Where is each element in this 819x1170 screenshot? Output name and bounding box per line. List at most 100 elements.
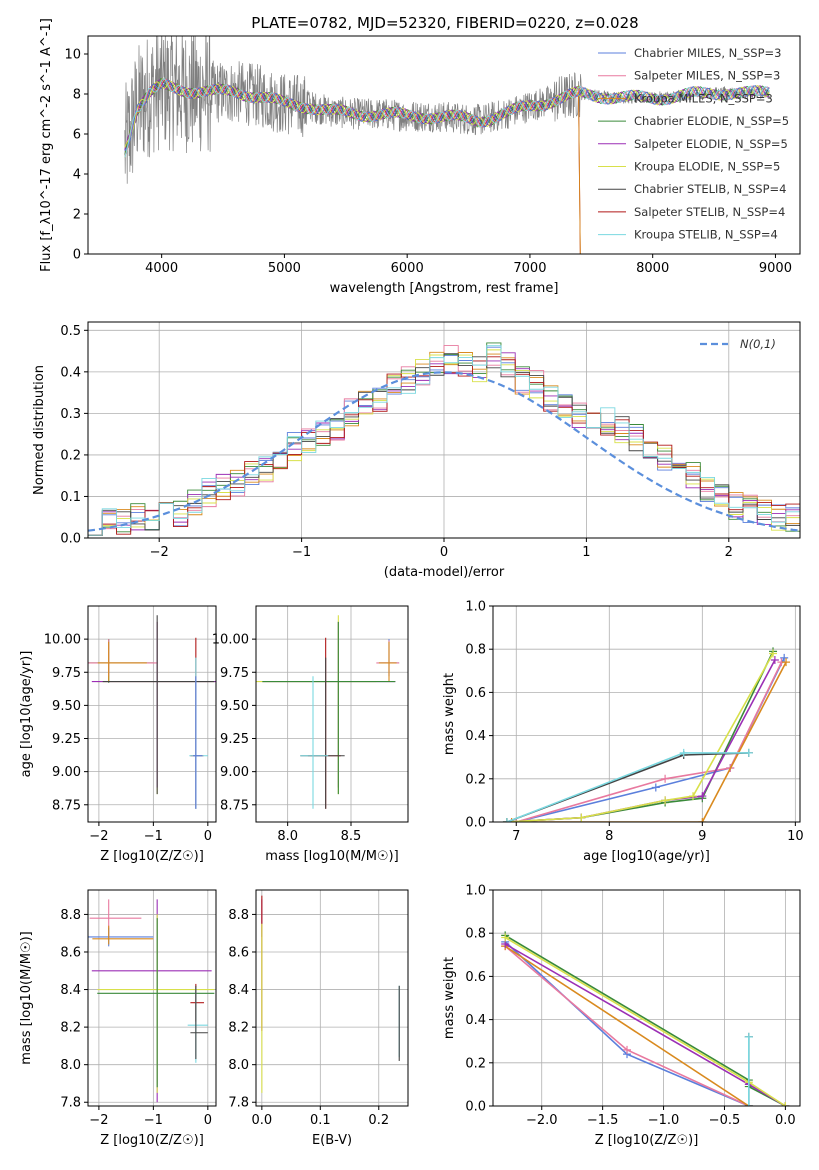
mass-vs-metallicity-panel: −2 −1 0 7.8 8.0 8.2 8.4 8.6 8.8 Z [log10(Z/Z☉)] ma… bbox=[19, 889, 217, 1148]
y-tick-label: 0 bbox=[73, 248, 81, 263]
model-spectrum-line bbox=[124, 78, 770, 254]
x-tick-label: −1 bbox=[144, 1113, 163, 1128]
x-tick-label: 0 bbox=[204, 1113, 212, 1128]
errorbar-plot-area bbox=[88, 899, 215, 1103]
errorbar-plot-area bbox=[88, 615, 216, 809]
y-tick-label: 9.75 bbox=[52, 666, 81, 681]
mass-weight-marker bbox=[577, 813, 586, 822]
y-tick-label: 9.25 bbox=[220, 732, 249, 747]
y-tick-label: 9.00 bbox=[52, 765, 81, 780]
y-tick-label: 8.75 bbox=[52, 798, 81, 813]
y-tick-label: 6 bbox=[73, 128, 81, 143]
y-axis-label: mass [log10(M/M☉)] bbox=[19, 931, 34, 1064]
errorbar-point bbox=[97, 914, 215, 1093]
errorbar-point bbox=[102, 615, 215, 795]
mass-weight-marker bbox=[781, 1102, 790, 1106]
histogram-plot-area bbox=[88, 342, 800, 538]
axes-frame bbox=[492, 889, 801, 1107]
errorbar-point bbox=[189, 657, 208, 809]
x-tick-label: −2 bbox=[150, 545, 169, 560]
x-axis-label: Z [log10(Z/Z☉)] bbox=[100, 849, 204, 864]
y-tick-label: 8.75 bbox=[220, 798, 249, 813]
y-tick-label: 8.0 bbox=[60, 1058, 81, 1073]
errorbar-point bbox=[378, 641, 397, 682]
x-axis-label: Z [log10(Z/Z☉)] bbox=[100, 1133, 204, 1148]
x-axis-label: wavelength [Angstrom, rest frame] bbox=[330, 281, 559, 296]
x-tick-label: 2 bbox=[725, 545, 733, 560]
x-tick-label: 9000 bbox=[759, 261, 792, 276]
axes-frame bbox=[492, 605, 801, 823]
mass-weight-marker bbox=[507, 818, 516, 822]
y-tick-label: 7.8 bbox=[60, 1096, 81, 1111]
legend-label: Chabrier ELODIE, N_SSP=5 bbox=[634, 114, 789, 128]
errorbar-point bbox=[91, 621, 216, 788]
y-tick-label: 0.0 bbox=[465, 1100, 486, 1115]
y-axis-label: mass weight bbox=[442, 957, 457, 1039]
errorbar-point bbox=[97, 918, 215, 1088]
y-tick-label: 0.0 bbox=[465, 816, 486, 831]
mass-weight-line bbox=[516, 661, 783, 822]
errorbar-point bbox=[92, 925, 154, 945]
y-tick-label: 0.4 bbox=[60, 365, 81, 380]
y-tick-label: 0.8 bbox=[465, 643, 486, 658]
x-tick-label: −1 bbox=[292, 545, 311, 560]
y-tick-label: 1.0 bbox=[465, 600, 486, 615]
x-tick-label: 5000 bbox=[268, 261, 301, 276]
mass-weight-line bbox=[506, 659, 776, 822]
legend-label: Chabrier STELIB, N_SSP=4 bbox=[634, 182, 786, 196]
mass-weight-plot-area bbox=[501, 931, 790, 1106]
mass-weight-marker bbox=[661, 774, 670, 783]
spectrum-panel: 4000 5000 6000 7000 8000 9000 0 2 4 6 8 10 wavelengt… bbox=[39, 18, 801, 296]
mass-weight-marker bbox=[502, 818, 511, 822]
y-tick-label: 9.50 bbox=[52, 699, 81, 714]
y-axis-label: Flux [f_λ10^-17 erg cm^-2 s^-1 A^-1] bbox=[39, 18, 54, 272]
mass-weight-marker bbox=[782, 658, 791, 667]
x-tick-label: 10 bbox=[787, 829, 804, 844]
x-tick-label: 0.0 bbox=[775, 1113, 796, 1128]
y-axis-label: mass weight bbox=[442, 673, 457, 755]
errorbar-point bbox=[88, 639, 158, 677]
errorbar-point bbox=[262, 621, 396, 788]
x-tick-label: −2.0 bbox=[526, 1113, 558, 1128]
x-tick-label: 0.2 bbox=[368, 1113, 389, 1128]
mass-weight-marker bbox=[780, 653, 789, 662]
axes-frame bbox=[87, 605, 217, 823]
legend-label: Kroupa STELIB, N_SSP=4 bbox=[634, 228, 778, 242]
mass-weight-marker bbox=[769, 649, 778, 658]
errorbar-point bbox=[262, 621, 396, 795]
x-tick-label: −1 bbox=[144, 829, 163, 844]
y-tick-label: 9.00 bbox=[220, 765, 249, 780]
errorbar-point bbox=[91, 899, 212, 1103]
y-tick-label: 1.0 bbox=[465, 884, 486, 899]
mass-weight-marker bbox=[744, 1102, 753, 1106]
residual-histogram-step bbox=[88, 345, 800, 538]
axes-frame bbox=[87, 889, 217, 1107]
spectrum-plot-area bbox=[124, 36, 770, 254]
y-axis-label: Normed distribution bbox=[32, 365, 47, 495]
x-axis-label: Z [log10(Z/Z☉)] bbox=[595, 1133, 699, 1148]
mass-weight-marker bbox=[651, 783, 660, 792]
x-tick-label: 0 bbox=[204, 829, 212, 844]
y-tick-label: 2 bbox=[73, 208, 81, 223]
model-spectrum-line bbox=[124, 79, 770, 151]
y-tick-label: 0.6 bbox=[465, 970, 486, 985]
y-tick-label: 8.2 bbox=[60, 1021, 81, 1036]
x-axis-label: (data-model)/error bbox=[384, 565, 505, 580]
y-tick-label: 0.0 bbox=[60, 532, 81, 547]
y-tick-label: 9.25 bbox=[52, 732, 81, 747]
y-tick-label: 0.8 bbox=[465, 927, 486, 942]
figure-title: PLATE=0782, MJD=52320, FIBERID=0220, z=0… bbox=[251, 14, 638, 32]
y-tick-label: 8.6 bbox=[60, 945, 81, 960]
errorbar-point bbox=[97, 621, 215, 795]
mass-weight-marker bbox=[501, 933, 510, 942]
axes-frame bbox=[255, 605, 409, 823]
x-tick-label: 0 bbox=[440, 545, 448, 560]
x-axis-label: age [log10(age/yr)] bbox=[583, 849, 710, 864]
x-tick-label: 4000 bbox=[145, 261, 178, 276]
axes-frame bbox=[255, 889, 409, 1107]
age-vs-metallicity-panel: −2 −1 0 8.75 9.00 9.25 9.50 9.75 10.00 Z [log10(Z… bbox=[19, 605, 217, 864]
mass-weight-marker bbox=[770, 656, 779, 664]
mass-weight-marker bbox=[698, 818, 707, 822]
x-tick-label: 0.1 bbox=[310, 1113, 331, 1128]
errorbar-point bbox=[300, 676, 329, 809]
